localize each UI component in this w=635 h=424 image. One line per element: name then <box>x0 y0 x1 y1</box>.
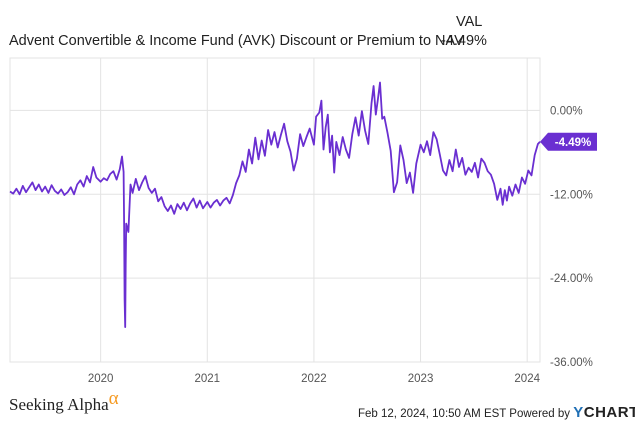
last-value-badge: -4.49% <box>540 132 597 151</box>
y-tick-label: -24.00% <box>550 273 593 285</box>
ycharts-logo-text: CHARTS <box>583 404 635 421</box>
plot-frame <box>9 57 541 363</box>
series <box>9 81 541 328</box>
ycharts-logo-y: Y <box>573 404 584 421</box>
x-tick-label: 2021 <box>194 373 220 385</box>
seeking-alpha-logo: Seeking Alphaα <box>9 388 119 416</box>
grid <box>9 57 541 363</box>
y-tick-label: -36.00% <box>550 357 593 369</box>
value-column-header: VAL <box>456 14 483 30</box>
x-tick-label: 2024 <box>514 373 540 385</box>
current-value: -4.49% <box>441 33 487 49</box>
line-chart: 0.00% -12.00% -24.00% -36.00% 2020 2021 2022 20… <box>9 57 597 385</box>
last-value-badge-shape <box>540 132 597 151</box>
ycharts-logo: YCHARTS <box>573 404 635 421</box>
x-tick-label: 2023 <box>408 373 434 385</box>
y-tick-label: 0.00% <box>550 105 583 117</box>
footer-attribution: Feb 12, 2024, 10:50 AM EST Powered by YC… <box>358 404 635 421</box>
x-tick-label: 2020 <box>88 373 114 385</box>
seeking-alpha-logo-text: Seeking Alpha <box>9 395 109 414</box>
timestamp: Feb 12, 2024, 10:50 AM EST Powered by <box>358 408 571 420</box>
last-value-badge-label: -4.49% <box>555 137 591 149</box>
x-tick-label: 2022 <box>301 373 327 385</box>
series-line <box>9 81 541 328</box>
y-tick-label: -12.00% <box>550 189 593 201</box>
axes: 0.00% -12.00% -24.00% -36.00% 2020 2021 2022 20… <box>88 105 593 385</box>
alpha-icon: α <box>108 388 119 409</box>
chart-title: Advent Convertible & Income Fund (AVK) D… <box>9 33 464 49</box>
